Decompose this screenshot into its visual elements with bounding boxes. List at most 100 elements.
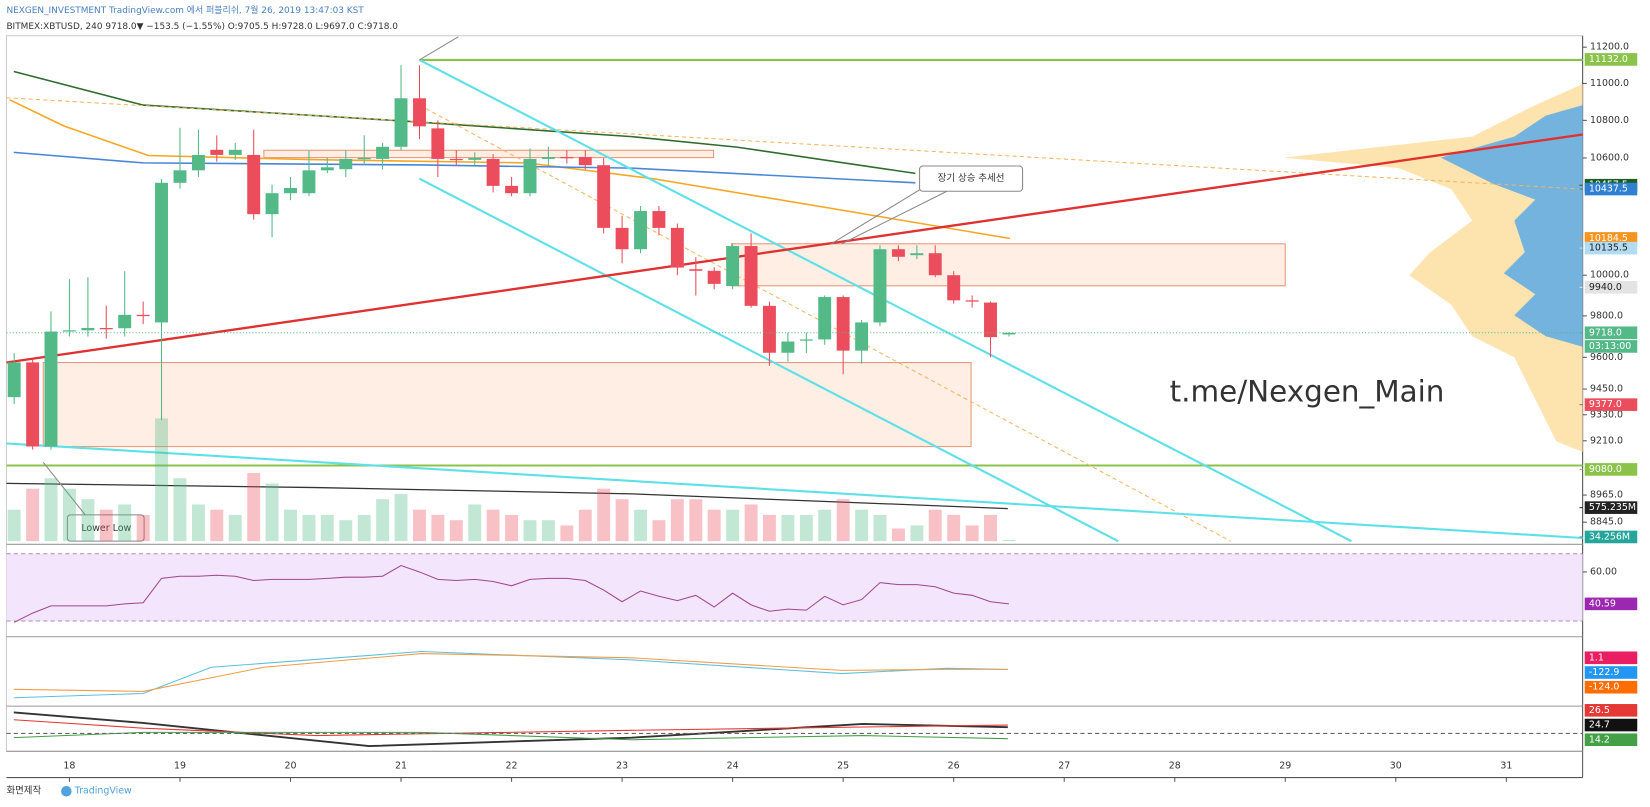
candle-body (44, 331, 58, 447)
candle-body (652, 211, 666, 228)
volume-bar (265, 483, 279, 542)
candle-body (413, 98, 426, 127)
volume-bar (228, 514, 242, 542)
dashed-trend (6, 97, 1583, 190)
volume-label-box (1584, 501, 1638, 514)
candle-body (210, 149, 224, 155)
volume-bar (799, 514, 813, 542)
volume-bar (523, 520, 537, 542)
candle-body (523, 158, 537, 194)
candle-body (541, 157, 555, 159)
volume-bar (836, 499, 850, 542)
price-label-box (1584, 281, 1638, 294)
candle-body (155, 182, 168, 323)
candle-body (560, 157, 574, 159)
volume-bar (689, 499, 703, 542)
y-tick-label: 9450.0 (1590, 384, 1623, 395)
callout-line (42, 462, 86, 516)
candle-body (431, 128, 445, 159)
header-symbol: BITMEX:XBTUSD, 240 9718.0▼ −153.5 (−1.55… (6, 22, 398, 32)
volume-bar (486, 509, 500, 542)
volume-bar (81, 499, 95, 542)
volume-bar (26, 488, 40, 542)
indicator-label-box (1584, 733, 1638, 747)
rsi-line (13, 564, 1010, 623)
brand-logo (61, 785, 72, 797)
indicator-label: -124.0 (1589, 682, 1619, 693)
candle-body (284, 187, 297, 194)
y-tick-label: 9800.0 (1590, 310, 1623, 321)
volume-bar (173, 478, 187, 542)
price-label: 9377.0 (1589, 399, 1622, 410)
x-tick-label: 25 (837, 761, 849, 772)
volume-bar (468, 504, 482, 542)
callout-box (66, 514, 145, 542)
x-tick-label: 30 (1390, 761, 1402, 772)
volume-bar (910, 525, 924, 542)
indicator-label: -122.9 (1589, 667, 1619, 678)
pane-separators (6, 543, 1583, 752)
candle-body (81, 328, 95, 331)
price-label: 10135.5 (1589, 243, 1628, 254)
candle-body (984, 302, 997, 338)
rsi-last-label-box (1584, 597, 1638, 611)
indicator-label-box (1584, 704, 1638, 717)
y-tick-label: 10600.0 (1590, 152, 1629, 163)
volume-ma (6, 482, 1008, 510)
price-label-box (1584, 326, 1638, 340)
zone (263, 149, 715, 159)
candle-body (873, 249, 887, 323)
x-tick-label: 27 (1058, 761, 1070, 772)
candle-body (449, 158, 463, 161)
indicator-label-box (1584, 680, 1638, 694)
callout-text: 장기 상승 추세선 (938, 173, 1005, 184)
price-label: 10437.5 (1589, 184, 1628, 195)
footer-brand: TradingView (74, 786, 132, 797)
y-tick-label: 8965.0 (1590, 490, 1623, 501)
candle-body (670, 227, 684, 268)
y-tick-label: 9330.0 (1590, 409, 1623, 420)
candle-body (468, 157, 482, 160)
callout-text: Lower Low (81, 523, 131, 534)
candle-body (615, 227, 629, 250)
price-label-box (1584, 232, 1638, 245)
volume-bar (781, 514, 795, 542)
countdown: 03:13:00 (1589, 341, 1631, 352)
candle-body (836, 297, 850, 351)
volume-bar (339, 520, 353, 542)
x-tick-label: 23 (616, 761, 628, 772)
footer-credit: 화면제작 (6, 786, 41, 797)
candle-body (394, 98, 408, 147)
candle-body (505, 185, 519, 194)
volume-bar (928, 509, 942, 542)
volume-bar (634, 509, 648, 542)
candle-body (376, 146, 390, 159)
candle-body (247, 154, 261, 215)
candle-body (855, 322, 869, 351)
volume-bar (302, 514, 316, 542)
zone (42, 361, 972, 448)
volume-bar (541, 520, 555, 542)
ma-long (13, 70, 916, 175)
indicator-label-box (1584, 718, 1638, 732)
ma-mid (9, 99, 1011, 240)
volume-bar (707, 509, 721, 542)
candle-body (578, 157, 592, 166)
candle-body (818, 297, 832, 340)
x-tick-label: 19 (174, 761, 186, 772)
candle-body (302, 170, 316, 194)
price-label-box (1584, 241, 1638, 255)
volume-bar (873, 514, 887, 542)
x-tick-label: 22 (506, 761, 518, 772)
x-tick-label: 20 (284, 761, 296, 772)
volume-bar (44, 478, 58, 542)
volume-bar (726, 509, 740, 542)
volume-bar (99, 509, 113, 542)
candle-body (891, 249, 905, 257)
candle-body (707, 270, 721, 284)
volume-bar (210, 509, 224, 542)
volume-bar (62, 488, 76, 542)
candle-body (689, 269, 703, 271)
